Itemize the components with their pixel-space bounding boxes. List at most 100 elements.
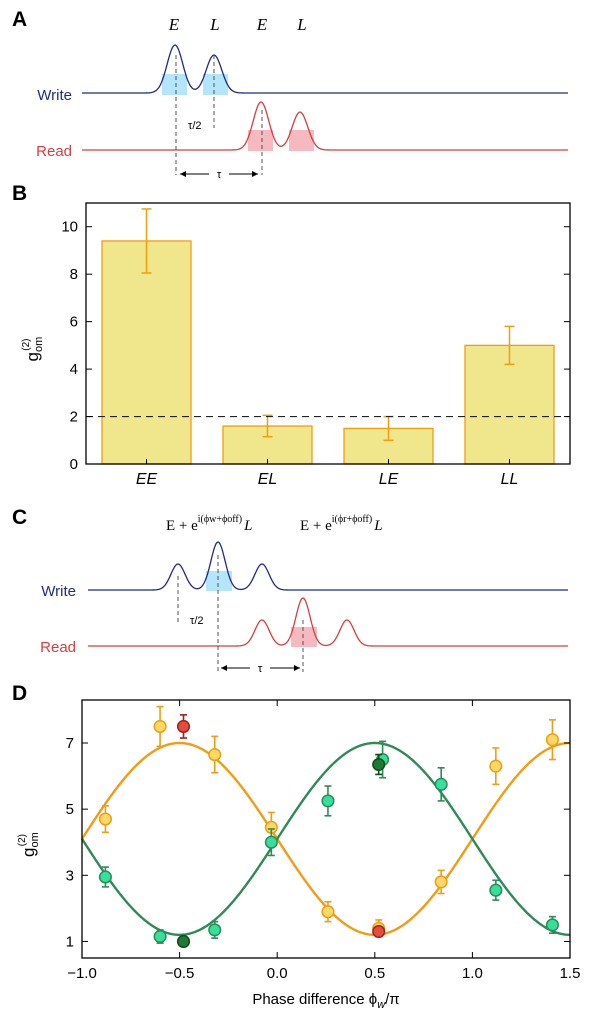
- panel-letter-c: C: [12, 506, 27, 529]
- delay-arrow-head-right-a: [252, 171, 258, 177]
- half-delay-label-a: τ/2: [188, 120, 202, 132]
- panel-letter-b: B: [12, 182, 27, 205]
- category-label-ll: LL: [501, 471, 519, 488]
- write-window-c: [206, 571, 232, 591]
- data-point-red: [176, 719, 191, 734]
- data-point-yellow: [489, 759, 503, 773]
- bar-ll: [464, 344, 555, 465]
- category-label-el: EL: [258, 471, 278, 488]
- y-axis-title: gom(2): [21, 337, 45, 362]
- y-tick-label: 1: [66, 933, 74, 950]
- formula-read-tail: L: [373, 518, 382, 534]
- write-trace-c: [88, 541, 568, 591]
- x-tick-label: −1.0: [67, 965, 97, 982]
- pulse-label-write-early: E: [168, 15, 180, 34]
- formula-write-tail: L: [243, 518, 252, 534]
- delay-label-a: τ: [217, 169, 222, 181]
- category-label-ee: EE: [136, 471, 158, 488]
- panel-c: C E + ei(ϕw+ϕoff) L E + ei(ϕr+ϕoff) L Writ…: [12, 506, 568, 675]
- data-point-yellow: [98, 812, 112, 826]
- x-tick-label: −0.5: [165, 965, 195, 982]
- y-axis-title-main: g: [23, 352, 42, 361]
- data-point-dark-green: [176, 934, 191, 949]
- y-tick-label: 6: [70, 314, 78, 331]
- data-point-yellow: [153, 719, 167, 734]
- panel-b: B EE EL LE LL 0 2 4 6 8 10 gom(2): [12, 182, 571, 488]
- write-label-c: Write: [41, 583, 76, 600]
- x-tick-label: 0.0: [267, 965, 288, 982]
- panel-d: D −1.0 −0.5 0.0 0.5 1.0 1.5 1 3 5 7 Phase differen…: [12, 682, 580, 1011]
- x-axis-title-sub: w: [377, 999, 386, 1011]
- read-window-early: [248, 130, 273, 151]
- y-tick-label: 5: [66, 801, 74, 818]
- data-point-yellow: [545, 733, 559, 747]
- formula-read-base: E + e: [300, 518, 332, 534]
- pulse-label-read-early: E: [256, 15, 268, 34]
- y-tick-label: 0: [70, 456, 78, 473]
- data-point-yellow: [321, 905, 335, 919]
- bar-chart: EE EL LE LL 0 2 4 6 8 10 gom(2): [21, 202, 571, 488]
- delay-arrow-head-left-a: [180, 171, 186, 177]
- data-point-yellow: [208, 748, 222, 762]
- data-point-dark-green: [372, 757, 386, 772]
- y-axis-title-sub: om: [33, 337, 45, 352]
- delay-label-c: τ: [258, 663, 263, 675]
- data-point-green: [264, 835, 278, 849]
- formula-write: E + ei(ϕw+ϕoff) L: [166, 514, 252, 534]
- half-delay-label-c: τ/2: [190, 615, 204, 627]
- data-point-green: [545, 918, 559, 932]
- delay-arrow-head-right-c: [294, 665, 300, 671]
- plot-frame: [85, 202, 571, 465]
- x-tick-label: 0.5: [364, 965, 385, 982]
- bar-ee: [101, 240, 192, 465]
- x-axis-title: Phase difference ϕw/π: [252, 991, 399, 1011]
- write-trace-a: [82, 44, 568, 94]
- pulse-label-read-late: L: [296, 15, 306, 34]
- y-axis-title-sup: (2): [21, 339, 32, 351]
- write-label-a: Write: [37, 87, 72, 104]
- formula-write-exp: i(ϕw+ϕoff): [198, 514, 242, 525]
- delay-label-bg-a: [209, 166, 229, 180]
- x-axis-title-main: Phase difference ϕ: [252, 991, 377, 1008]
- phase-scan-chart: −1.0 −0.5 0.0 0.5 1.0 1.5 1 3 5 7 Phase difference…: [17, 699, 581, 1011]
- write-window-early: [162, 74, 187, 95]
- y-tick-label: 2: [70, 409, 78, 426]
- formula-read: E + ei(ϕr+ϕoff) L: [300, 514, 383, 534]
- panel-letter-d: D: [12, 682, 27, 705]
- data-point-green: [98, 870, 112, 884]
- y-axis-title: gom(2): [17, 832, 41, 857]
- data-point-red: [372, 924, 386, 939]
- read-label-c: Read: [40, 639, 76, 656]
- y-axis-title-sup: (2): [17, 834, 28, 846]
- data-point-green: [208, 923, 222, 937]
- read-window-c: [291, 627, 317, 647]
- delay-label-bg-c: [250, 660, 270, 674]
- read-trace-c: [88, 597, 568, 647]
- y-tick-label: 7: [66, 735, 74, 752]
- category-label-le: LE: [379, 471, 399, 488]
- y-tick-label: 8: [70, 266, 78, 283]
- plot-frame: [81, 699, 571, 959]
- y-tick-label: 4: [70, 361, 78, 378]
- data-point-green: [321, 794, 335, 808]
- read-window-late: [289, 130, 314, 151]
- data-point-green: [489, 883, 503, 897]
- x-axis-title-tail: /π: [385, 991, 400, 1008]
- formula-write-base: E + e: [166, 518, 198, 534]
- write-window-late: [203, 74, 228, 95]
- data-point-green: [153, 929, 167, 944]
- y-axis-title-sub: om: [29, 832, 41, 847]
- y-tick-label: 3: [66, 867, 74, 884]
- y-tick-label: 10: [61, 219, 78, 236]
- read-label-a: Read: [36, 143, 72, 160]
- x-tick-label: 1.0: [462, 965, 483, 982]
- formula-read-exp: i(ϕr+ϕoff): [332, 514, 372, 525]
- y-axis-title-main: g: [19, 848, 38, 857]
- panel-a: A E L E L Write Read τ/2 τ: [12, 8, 568, 181]
- data-point-green: [434, 777, 448, 791]
- delay-arrow-head-left-c: [221, 665, 227, 671]
- panel-letter-a: A: [12, 8, 27, 31]
- x-tick-label: 1.5: [560, 965, 581, 982]
- pulse-label-write-late: L: [209, 15, 219, 34]
